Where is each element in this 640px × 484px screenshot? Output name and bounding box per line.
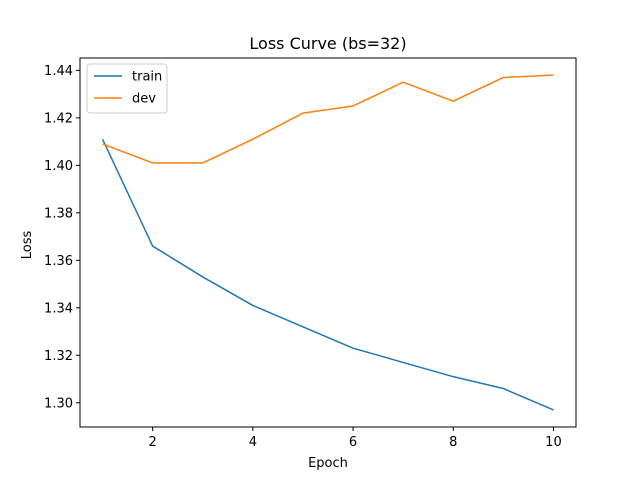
- legend: train dev: [86, 63, 168, 114]
- x-tick-label: 4: [249, 435, 257, 450]
- chart-title: Loss Curve (bs=32): [249, 34, 406, 53]
- axes-frame: [79, 57, 577, 428]
- y-tick-label: 1.44: [44, 64, 73, 79]
- y-axis-label: Loss: [20, 231, 35, 260]
- y-tick-label: 1.38: [44, 206, 73, 221]
- y-tick-label: 1.42: [44, 111, 73, 126]
- y-tick-label: 1.36: [44, 254, 73, 269]
- legend-label-train: train: [132, 70, 162, 85]
- series-line-dev: [102, 74, 554, 164]
- x-axis: 2 4 6 8 10: [149, 427, 562, 450]
- y-axis: 1.30 1.32 1.34 1.36 1.38 1.40 1.42 1.44: [44, 64, 80, 411]
- series-line-train: [101, 138, 554, 411]
- x-tick-label: 6: [349, 435, 357, 450]
- x-axis-label: Epoch: [308, 456, 348, 471]
- y-tick-label: 1.32: [44, 349, 73, 364]
- y-tick-label: 1.40: [44, 159, 73, 174]
- x-tick-label: 2: [149, 435, 157, 450]
- y-tick-label: 1.30: [44, 396, 73, 411]
- legend-label-dev: dev: [132, 92, 156, 107]
- x-tick-label: 8: [449, 435, 457, 450]
- y-tick-label: 1.34: [44, 301, 73, 316]
- x-tick-label: 10: [545, 435, 562, 450]
- series-layer: [101, 74, 554, 411]
